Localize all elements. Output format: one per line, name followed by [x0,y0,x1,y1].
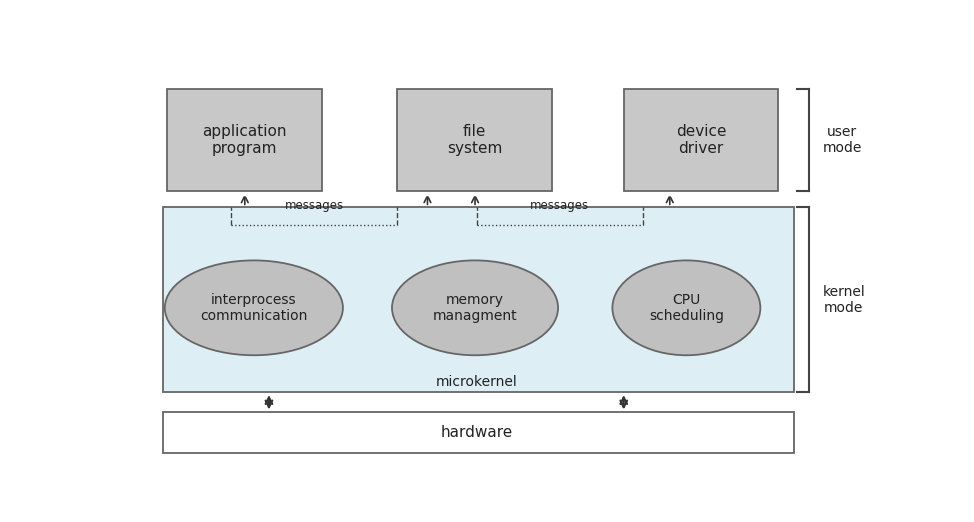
Ellipse shape [392,260,558,355]
Text: messages: messages [530,199,589,212]
Text: kernel
mode: kernel mode [822,284,865,315]
Bar [623,89,778,191]
Bar [164,207,794,392]
Text: messages: messages [284,199,344,212]
Text: device
driver: device driver [676,124,727,156]
Text: microkernel: microkernel [435,375,517,389]
Bar [168,89,321,191]
Text: application
program: application program [203,124,286,156]
Bar [397,89,552,191]
Text: interprocess
communication: interprocess communication [201,293,308,323]
Text: memory
managment: memory managment [432,293,517,323]
Bar [164,412,794,453]
Text: file
system: file system [447,124,503,156]
Ellipse shape [613,260,761,355]
Ellipse shape [165,260,343,355]
Text: hardware: hardware [440,425,512,440]
Text: user
mode: user mode [822,125,862,155]
Text: CPU
scheduling: CPU scheduling [649,293,724,323]
